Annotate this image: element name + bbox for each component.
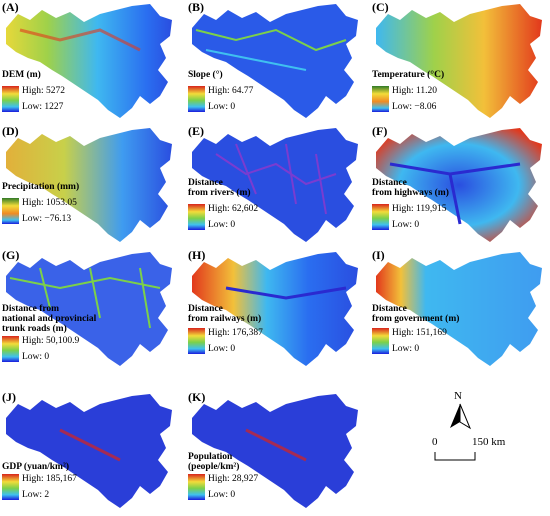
- legend-low: Low: 0: [392, 344, 420, 354]
- rivers-map: [192, 128, 358, 242]
- legend-low: Low: 2: [22, 490, 50, 500]
- legend-low: Low: 0: [392, 220, 420, 230]
- slope-map: [192, 4, 358, 118]
- population-map: [192, 394, 358, 508]
- north-arrow-icon: [450, 403, 472, 430]
- legend-ramp: [188, 204, 205, 230]
- legend-low: Low: −76.13: [22, 214, 72, 224]
- panel-label-e: (E): [188, 124, 204, 138]
- highways-map: [376, 128, 542, 242]
- panel-label-g: (G): [2, 248, 20, 262]
- railways-map: [192, 252, 358, 366]
- panel-label-c: (C): [372, 0, 389, 14]
- legend-low: Low: 0: [22, 352, 50, 362]
- legend-high: High: 5272: [22, 86, 66, 96]
- map-title-precipitation: Precipitation (mm): [2, 182, 80, 192]
- legend-ramp: [372, 86, 389, 112]
- legend-high: High: 1053.05: [22, 198, 77, 208]
- legend-ramp: [2, 198, 19, 224]
- panel-dem: (A) DEM (m) High: 5272 Low: 1227: [0, 0, 176, 123]
- legend-low: Low: 0: [208, 102, 236, 112]
- legend-low: Low: 0: [208, 490, 236, 500]
- legend-high: High: 119,915: [392, 204, 447, 214]
- panel-gdp: (J) GDP (yuan/km²) High: 185,167 Low: 2: [0, 390, 176, 513]
- legend-high: High: 28,927: [208, 474, 259, 484]
- map-title-gdp: GDP (yuan/km²): [2, 462, 69, 472]
- legend-low: Low: 0: [208, 220, 236, 230]
- map-title-highways: Distance from highways (m): [372, 178, 449, 198]
- legend-high: High: 151,169: [392, 328, 447, 338]
- legend-high: High: 50,100.9: [22, 336, 80, 346]
- legend-ramp: [188, 328, 205, 354]
- map-title-rivers: Distance from rivers (m): [188, 178, 251, 198]
- scale-line: [434, 452, 476, 461]
- legend-high: High: 185,167: [22, 474, 77, 484]
- map-title-slope: Slope (°): [188, 70, 223, 80]
- panel-trunk-roads: (G) Distance from national and provincia…: [0, 248, 176, 371]
- panel-population: (K) Population (people/km²) High: 28,927…: [186, 390, 362, 513]
- map-title-population: Population (people/km²): [188, 452, 240, 472]
- legend-ramp: [2, 336, 19, 362]
- legend-ramp: [372, 204, 389, 230]
- panel-label-d: (D): [2, 124, 19, 138]
- north-arrow: N: [440, 390, 480, 440]
- gdp-map: [6, 394, 172, 508]
- scale-start: 0: [432, 436, 438, 448]
- panel-government: (I) Distance from government (m) High: 1…: [370, 248, 546, 371]
- panel-label-k: (K): [188, 390, 206, 404]
- panel-label-a: (A): [2, 0, 19, 14]
- panel-rivers: (E) Distance from rivers (m) High: 62,60…: [186, 124, 362, 247]
- map-title-railways: Distance from railways (m): [188, 304, 262, 324]
- trunk-roads-map: [6, 252, 172, 366]
- legend-low: Low: −8.06: [392, 102, 437, 112]
- panel-label-i: (I): [372, 248, 385, 262]
- legend-ramp: [188, 474, 205, 500]
- map-title-trunk-roads: Distance from national and provincial tr…: [2, 304, 97, 334]
- panel-label-b: (B): [188, 0, 204, 14]
- panel-railways: (H) Distance from railways (m) High: 176…: [186, 248, 362, 371]
- panel-label-h: (H): [188, 248, 206, 262]
- map-title-government: Distance from government (m): [372, 304, 460, 324]
- panel-slope: (B) Slope (°) High: 64.77 Low: 0: [186, 0, 362, 123]
- map-title-temperature: Temperature (°C): [372, 70, 445, 80]
- legend-ramp: [2, 86, 19, 112]
- panel-temperature: (C) Temperature (°C) High: 11.20 Low: −8…: [370, 0, 546, 123]
- map-title-dem: DEM (m): [2, 70, 41, 80]
- panel-label-j: (J): [2, 390, 16, 404]
- legend-ramp: [372, 328, 389, 354]
- scale-bar: 0 150 km: [430, 436, 510, 466]
- legend-high: High: 11.20: [392, 86, 438, 96]
- legend-low: Low: 0: [208, 344, 236, 354]
- legend-ramp: [2, 474, 19, 500]
- panel-precipitation: (D) Precipitation (mm) High: 1053.05 Low…: [0, 124, 176, 247]
- panel-highways: (F) Distance from highways (m) High: 119…: [370, 124, 546, 247]
- legend-high: High: 176,387: [208, 328, 263, 338]
- scale-end: 150 km: [472, 436, 506, 448]
- legend-ramp: [188, 86, 205, 112]
- legend-low: Low: 1227: [22, 102, 64, 112]
- legend-high: High: 64.77: [208, 86, 254, 96]
- dem-map: [6, 4, 172, 118]
- north-label: N: [454, 390, 462, 402]
- panel-label-f: (F): [372, 124, 388, 138]
- legend-high: High: 62,602: [208, 204, 259, 214]
